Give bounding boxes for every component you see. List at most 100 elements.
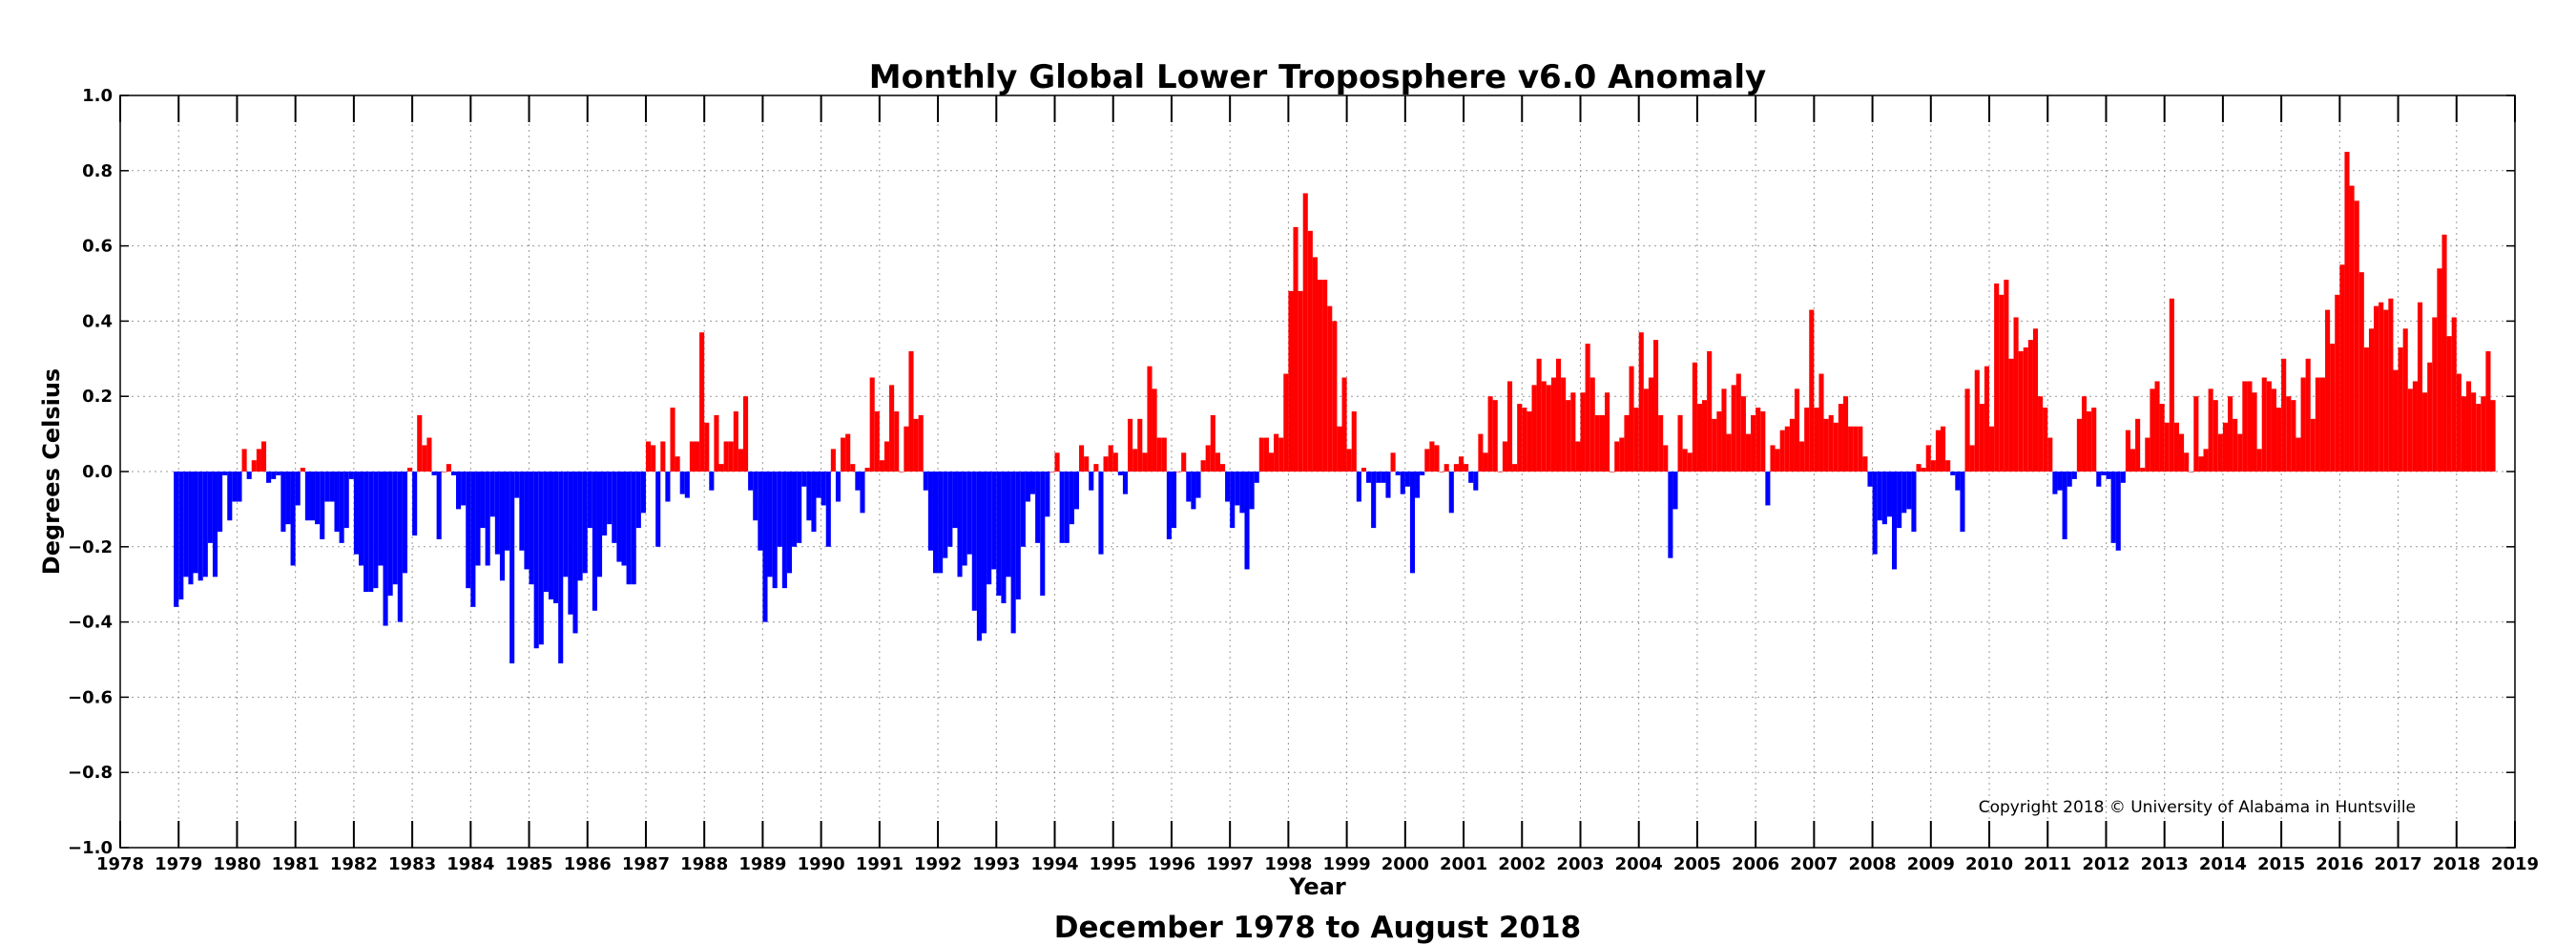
bar bbox=[1376, 472, 1381, 483]
bar bbox=[256, 449, 261, 472]
bar bbox=[1566, 400, 1571, 472]
bar bbox=[821, 472, 826, 506]
bar bbox=[811, 472, 817, 533]
bar bbox=[2417, 302, 2423, 472]
bar bbox=[1512, 464, 1518, 472]
bar bbox=[2115, 472, 2121, 551]
bar bbox=[251, 460, 257, 472]
bar bbox=[2110, 472, 2116, 543]
bar bbox=[781, 472, 787, 589]
bar bbox=[2271, 388, 2277, 472]
bar bbox=[1760, 410, 1766, 472]
bar bbox=[1950, 472, 1956, 475]
bar bbox=[797, 472, 802, 543]
bar bbox=[295, 472, 301, 506]
bar bbox=[1156, 437, 1162, 472]
x-tick-label: 2019 bbox=[2491, 854, 2539, 874]
bar bbox=[2374, 305, 2379, 472]
bar bbox=[718, 464, 724, 472]
bar bbox=[1585, 344, 1590, 472]
bar bbox=[1531, 385, 1537, 472]
bar bbox=[1483, 452, 1488, 472]
bar bbox=[431, 472, 437, 475]
bar bbox=[2193, 396, 2199, 472]
bar bbox=[1506, 381, 1513, 472]
bar bbox=[1444, 464, 1449, 472]
bar bbox=[2490, 400, 2496, 472]
bar bbox=[489, 472, 495, 517]
bar bbox=[1935, 430, 1942, 472]
bar bbox=[1215, 452, 1220, 472]
bar bbox=[1984, 366, 1990, 472]
bar bbox=[543, 472, 549, 593]
x-tick-label: 2016 bbox=[2316, 854, 2363, 874]
bar bbox=[1779, 430, 1785, 472]
bar bbox=[2047, 437, 2053, 472]
bar bbox=[1166, 472, 1172, 539]
bar bbox=[1555, 358, 1562, 472]
bar bbox=[1069, 472, 1074, 525]
bar bbox=[1848, 426, 1854, 472]
bar bbox=[2379, 302, 2384, 472]
bar bbox=[2212, 400, 2218, 472]
bar bbox=[587, 472, 592, 529]
bar bbox=[1464, 464, 1469, 472]
bar bbox=[237, 472, 242, 502]
bar bbox=[592, 472, 597, 611]
bar bbox=[1268, 452, 1275, 472]
x-tick-label: 1997 bbox=[1206, 854, 1254, 874]
bar bbox=[1404, 472, 1410, 487]
date-range-caption: December 1978 to August 2018 bbox=[1054, 911, 1581, 945]
chart-title: Monthly Global Lower Troposphere v6.0 An… bbox=[869, 58, 1766, 96]
bar bbox=[1079, 445, 1085, 472]
bar bbox=[378, 472, 384, 566]
x-tick-label: 1987 bbox=[622, 854, 670, 874]
bar bbox=[1886, 472, 1892, 517]
bar bbox=[1527, 410, 1532, 472]
bar bbox=[1867, 472, 1873, 487]
bar bbox=[2296, 437, 2301, 472]
bar bbox=[2032, 328, 2039, 472]
x-tick-label: 2005 bbox=[1673, 854, 1721, 874]
bar bbox=[2087, 410, 2092, 472]
x-tick-label: 1986 bbox=[564, 854, 612, 874]
bar bbox=[1249, 472, 1255, 510]
bar bbox=[271, 472, 277, 479]
x-tick-label: 2006 bbox=[1732, 854, 1779, 874]
bar bbox=[2237, 433, 2243, 472]
bar bbox=[1288, 290, 1294, 472]
bar bbox=[825, 472, 831, 547]
bar bbox=[1258, 437, 1264, 472]
bar bbox=[1015, 472, 1021, 599]
bar bbox=[1054, 452, 1060, 472]
bar bbox=[2252, 392, 2257, 472]
bar bbox=[1594, 414, 1600, 472]
y-tick-label: −0.4 bbox=[68, 613, 113, 633]
bar bbox=[733, 410, 738, 472]
bar bbox=[1332, 321, 1338, 472]
bar bbox=[1643, 388, 1649, 472]
bar bbox=[2057, 472, 2063, 491]
x-tick-labels: 1978 1979 1980 1981 1982 1983 1984 1985 1986 1987… bbox=[96, 854, 2539, 874]
bar bbox=[971, 472, 977, 611]
bar bbox=[2023, 346, 2028, 472]
bar bbox=[1692, 362, 1697, 472]
bar bbox=[197, 472, 203, 581]
bar bbox=[860, 472, 865, 514]
bar bbox=[806, 472, 812, 521]
bar bbox=[1872, 472, 1878, 555]
bar bbox=[461, 472, 467, 506]
bar bbox=[2173, 422, 2179, 472]
bar bbox=[329, 472, 335, 502]
bar bbox=[436, 472, 442, 539]
bar bbox=[1570, 392, 1576, 472]
bar bbox=[2481, 396, 2486, 472]
bar bbox=[1881, 472, 1887, 525]
bar bbox=[1794, 388, 1800, 472]
bar bbox=[1775, 449, 1780, 472]
bar bbox=[1307, 230, 1313, 472]
bar bbox=[505, 472, 510, 551]
x-tick-label: 1985 bbox=[505, 854, 552, 874]
x-tick-label: 2017 bbox=[2375, 854, 2422, 874]
bar bbox=[2208, 388, 2213, 472]
